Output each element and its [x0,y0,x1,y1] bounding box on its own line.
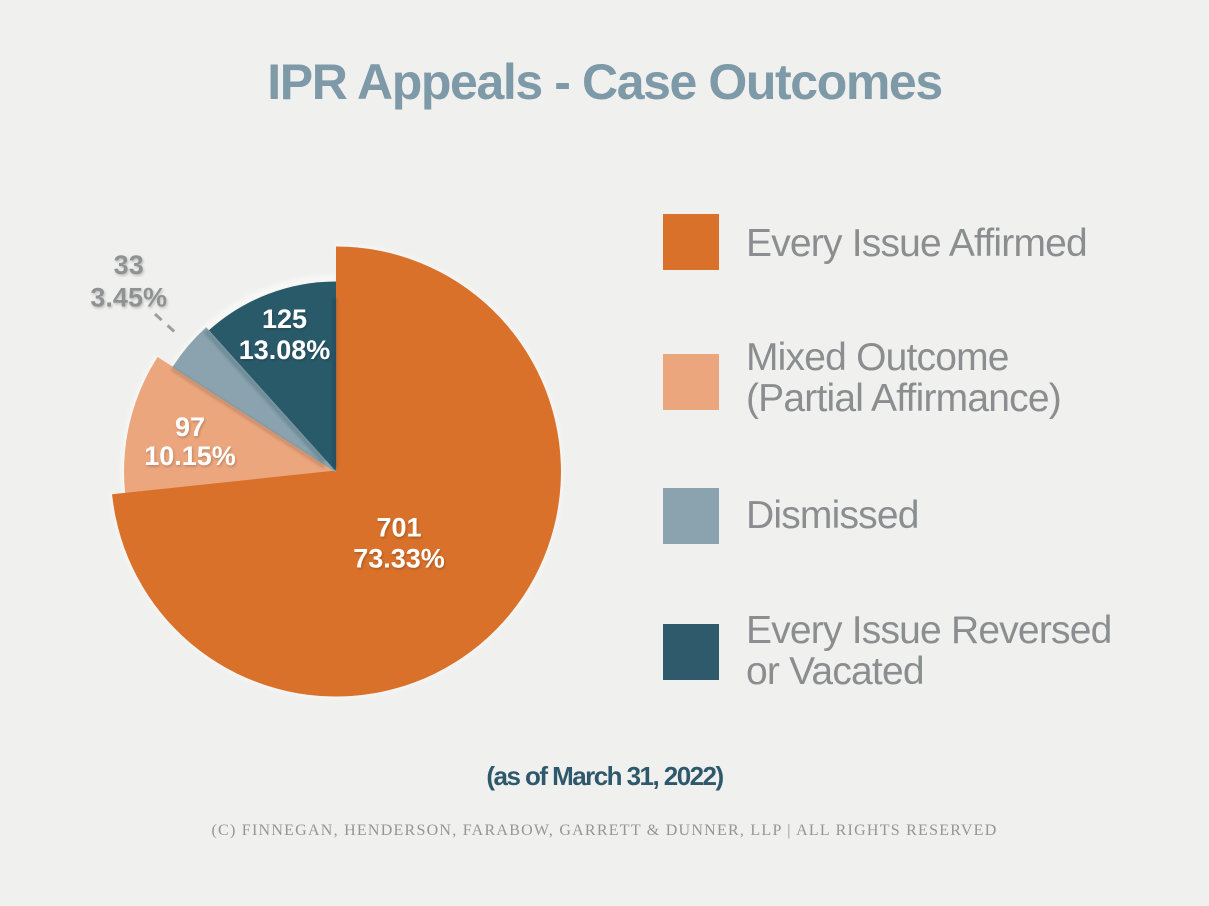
svg-text:33: 33 [114,250,144,280]
svg-text:13.08%: 13.08% [239,335,331,365]
svg-text:73.33%: 73.33% [353,543,445,573]
svg-text:701: 701 [376,513,421,543]
svg-text:97: 97 [175,412,205,442]
svg-text:10.15%: 10.15% [144,441,236,471]
svg-text:3.45%: 3.45% [90,283,167,313]
svg-text:125: 125 [262,304,307,334]
